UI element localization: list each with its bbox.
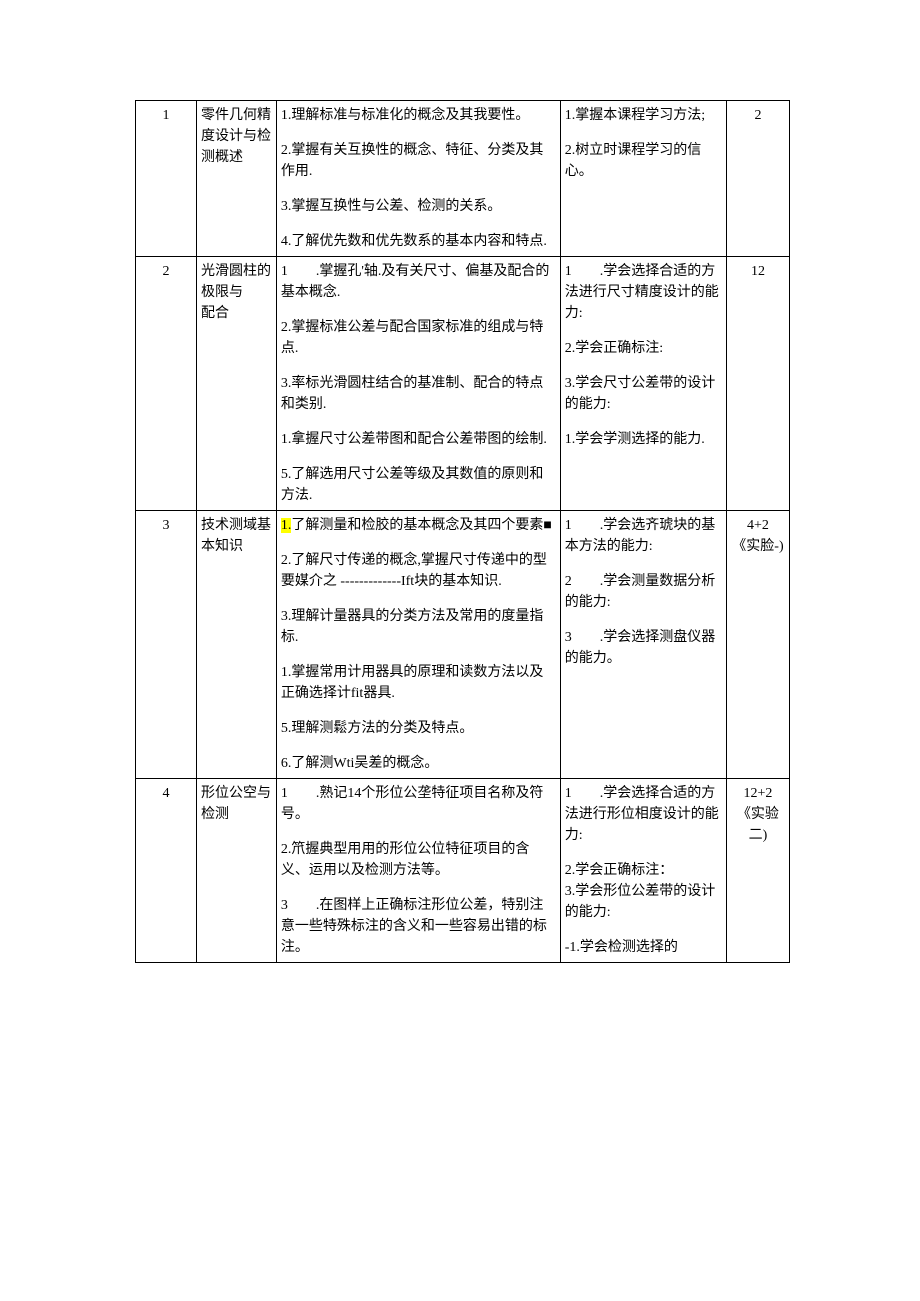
- cell-topic: 光滑圆柱的极限与配合: [196, 257, 276, 511]
- nl-item: 1 .学会选择合适的方法进行形位相度设计的能力:: [565, 783, 722, 846]
- nl-item: -1.学会检测选择的: [565, 937, 722, 958]
- nl-item: 1 .学会选择合适的方法进行尺寸精度设计的能力:: [565, 261, 722, 324]
- zs-item: 4.了解优先数和优先数系的基本内容和特点.: [281, 231, 556, 252]
- table-row: 3 技术测域基本知识 1.了解测量和检胶的基本概念及其四个要素■ 2.了解尺寸传…: [136, 511, 790, 779]
- cell-topic: 零件几何精度设计与检测概述: [196, 101, 276, 257]
- nl-item: 3.学会尺寸公差带的设计的能力:: [565, 373, 722, 415]
- cell-zs: 1.了解测量和检胶的基本概念及其四个要素■ 2.了解尺寸传递的概念,掌握尺寸传递…: [276, 511, 560, 779]
- zs-item: 6.了解测Wti吴差的概念。: [281, 753, 556, 774]
- zs-item: 5.了解选用尺寸公差等级及其数值的原则和方法.: [281, 464, 556, 506]
- zs-item-rest: 了解测量和检胶的基本概念及其四个要素■: [291, 518, 551, 533]
- cell-xs: 12: [726, 257, 789, 511]
- zs-item: 2.笊握典型用用的形位公位特征项目的含义、运用以及检测方法等。: [281, 839, 556, 881]
- zs-item: 2.掌握标准公差与配合国家标准的组成与特点.: [281, 317, 556, 359]
- nl-item: 2.学会正确标注：: [565, 860, 722, 881]
- cell-nl: 1 .学会选择合适的方法进行形位相度设计的能力: 2.学会正确标注： 3.学会形…: [560, 779, 726, 963]
- zs-item: 1 .掌握孔'轴.及有关尺寸、偏基及配合的基本概念.: [281, 261, 556, 303]
- cell-topic: 形位公空与检测: [196, 779, 276, 963]
- cell-num: 1: [136, 101, 197, 257]
- zs-item: 3.掌握互换性与公差、检测的关系。: [281, 196, 556, 217]
- zs-item: 1.拿握尺寸公差带图和配合公差带图的绘制.: [281, 429, 556, 450]
- zs-item: 1.掌握常用计用器具的原理和读数方法以及正确选择计fit器具.: [281, 662, 556, 704]
- zs-item: 1 .熟记14个形位公垄特征项目名称及符号。: [281, 783, 556, 825]
- nl-item: 2 .学会测量数据分析的能力:: [565, 571, 722, 613]
- table-row: 4 形位公空与检测 1 .熟记14个形位公垄特征项目名称及符号。 2.笊握典型用…: [136, 779, 790, 963]
- nl-item: 1.掌握本课程学习方法;: [565, 105, 722, 126]
- zs-item: 3.率标光滑圆柱结合的基准制、配合的特点和类别.: [281, 373, 556, 415]
- nl-item: 3.学会形位公差带的设计的能力:: [565, 881, 722, 923]
- nl-item: 2.树立时课程学习的信心。: [565, 140, 722, 182]
- cell-zs: 1 .掌握孔'轴.及有关尺寸、偏基及配合的基本概念. 2.掌握标准公差与配合国家…: [276, 257, 560, 511]
- cell-zs: 1 .熟记14个形位公垄特征项目名称及符号。 2.笊握典型用用的形位公位特征项目…: [276, 779, 560, 963]
- table-row: 2 光滑圆柱的极限与配合 1 .掌握孔'轴.及有关尺寸、偏基及配合的基本概念. …: [136, 257, 790, 511]
- zs-item: 2.掌握有关互换性的概念、特征、分类及其作用.: [281, 140, 556, 182]
- cell-xs: 2: [726, 101, 789, 257]
- curriculum-table: 1 零件几何精度设计与检测概述 1.理解标准与标准化的概念及其我要性。 2.掌握…: [135, 100, 790, 963]
- highlight-text: 1.: [281, 518, 292, 533]
- zs-item: 3.理解计量器具的分类方法及常用的度量指标.: [281, 606, 556, 648]
- cell-topic: 技术测域基本知识: [196, 511, 276, 779]
- zs-item: 3 .在图样上正确标注形位公差，特别注意一些特殊标注的含义和一些容易出错的标注。: [281, 895, 556, 958]
- cell-nl: 1 .学会选齐琥块的基本方法的能力: 2 .学会测量数据分析的能力: 3 .学会…: [560, 511, 726, 779]
- cell-num: 3: [136, 511, 197, 779]
- cell-zs: 1.理解标准与标准化的概念及其我要性。 2.掌握有关互换性的概念、特征、分类及其…: [276, 101, 560, 257]
- nl-item: 2.学会正确标注:: [565, 338, 722, 359]
- cell-nl: 1 .学会选择合适的方法进行尺寸精度设计的能力: 2.学会正确标注: 3.学会尺…: [560, 257, 726, 511]
- nl-item: 1.学会学测选择的能力.: [565, 429, 722, 450]
- zs-item: 2.了解尺寸传递的概念,掌握尺寸传递中的型要媒介之 -------------I…: [281, 550, 556, 592]
- cell-nl: 1.掌握本课程学习方法; 2.树立时课程学习的信心。: [560, 101, 726, 257]
- cell-xs: 4+2《实脸-): [726, 511, 789, 779]
- zs-item: 5.理解测鬆方法的分类及特点。: [281, 718, 556, 739]
- nl-item: 3 .学会选择测盘仪器的能力。: [565, 627, 722, 669]
- table-row: 1 零件几何精度设计与检测概述 1.理解标准与标准化的概念及其我要性。 2.掌握…: [136, 101, 790, 257]
- cell-num: 4: [136, 779, 197, 963]
- cell-xs: 12+2《实验二): [726, 779, 789, 963]
- zs-item: 1.了解测量和检胶的基本概念及其四个要素■: [281, 515, 556, 536]
- nl-item: 1 .学会选齐琥块的基本方法的能力:: [565, 515, 722, 557]
- cell-num: 2: [136, 257, 197, 511]
- zs-item: 1.理解标准与标准化的概念及其我要性。: [281, 105, 556, 126]
